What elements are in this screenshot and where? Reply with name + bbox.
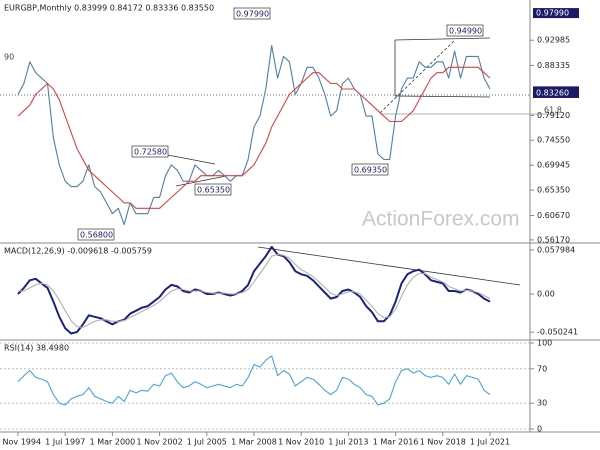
annotation: 0.97990 — [236, 10, 269, 19]
series-line — [17, 355, 491, 406]
x-tick-label: 1 Nov 2002 — [137, 438, 183, 447]
price-marker — [533, 8, 579, 19]
annotation: 90 — [4, 53, 14, 62]
y-tick-label: 0 — [537, 424, 542, 433]
y-tick-label: 70 — [537, 364, 547, 373]
annotation: 61.8 — [544, 106, 562, 115]
x-tick-label: 1 Mar 2016 — [373, 438, 419, 447]
y-tick-label: 0.79120 — [537, 111, 570, 120]
panel-title: MACD(12,26,9) -0.009618 -0.005759 — [4, 247, 152, 256]
x-tick-label: 1 Mar 2008 — [231, 438, 277, 447]
panel-title: EURGBP,Monthly 0.83999 0.84172 0.83336 0… — [4, 4, 214, 13]
x-tick-label: 1 Jul 2005 — [187, 438, 227, 447]
x-tick-label: 1 Jul 2021 — [470, 438, 510, 447]
x-tick-label: 1 Nov 2010 — [278, 438, 324, 447]
watermark: ActionForex.com — [362, 208, 520, 231]
annotation: 0.94990 — [449, 27, 482, 36]
price-marker-label: 0.83260 — [536, 88, 569, 97]
y-tick-label: 0.69945 — [537, 161, 570, 170]
series-line — [17, 245, 491, 335]
series-line — [17, 66, 491, 209]
x-tick-label: 1 Jul 2013 — [328, 438, 368, 447]
x-tick-label: 1 Mar 2000 — [90, 438, 136, 447]
annotation: 0.72580 — [134, 148, 167, 157]
annotation-box — [194, 183, 232, 196]
annotation-box — [351, 163, 389, 176]
panel-title: RSI(14) 38.4980 — [4, 344, 69, 353]
price-marker — [533, 87, 579, 98]
series-line — [17, 45, 491, 226]
y-tick-label: 0.88335 — [537, 61, 570, 70]
y-tick-label: 0.00 — [537, 290, 555, 299]
y-tick-label: 0.60670 — [537, 211, 570, 220]
y-tick-label: 0.65350 — [537, 186, 570, 195]
x-tick-label: 1 Jul 1997 — [45, 438, 85, 447]
annotation: 0.65350 — [197, 186, 230, 195]
y-tick-label: 100 — [537, 339, 552, 348]
annotation: 0.56800 — [80, 231, 113, 240]
annotation: 0.69350 — [354, 166, 387, 175]
annotation-box — [446, 24, 484, 37]
x-tick-label: 1 Nov 2018 — [420, 438, 466, 447]
y-tick-label: 30 — [537, 399, 547, 408]
annotation-box — [233, 7, 271, 20]
annotation-box — [131, 145, 169, 158]
annotation-box — [77, 228, 115, 241]
y-tick-label: 0.74550 — [537, 136, 570, 145]
y-tick-label: 0.057984 — [537, 245, 575, 254]
series-line — [18, 253, 491, 328]
y-tick-label: 0.92985 — [537, 36, 570, 45]
y-tick-label: -0.050241 — [537, 328, 578, 337]
price-marker-label: 0.97990 — [536, 9, 569, 18]
y-tick-label: 0.56170 — [537, 235, 570, 244]
x-tick-label: 1 Nov 1994 — [0, 438, 41, 447]
